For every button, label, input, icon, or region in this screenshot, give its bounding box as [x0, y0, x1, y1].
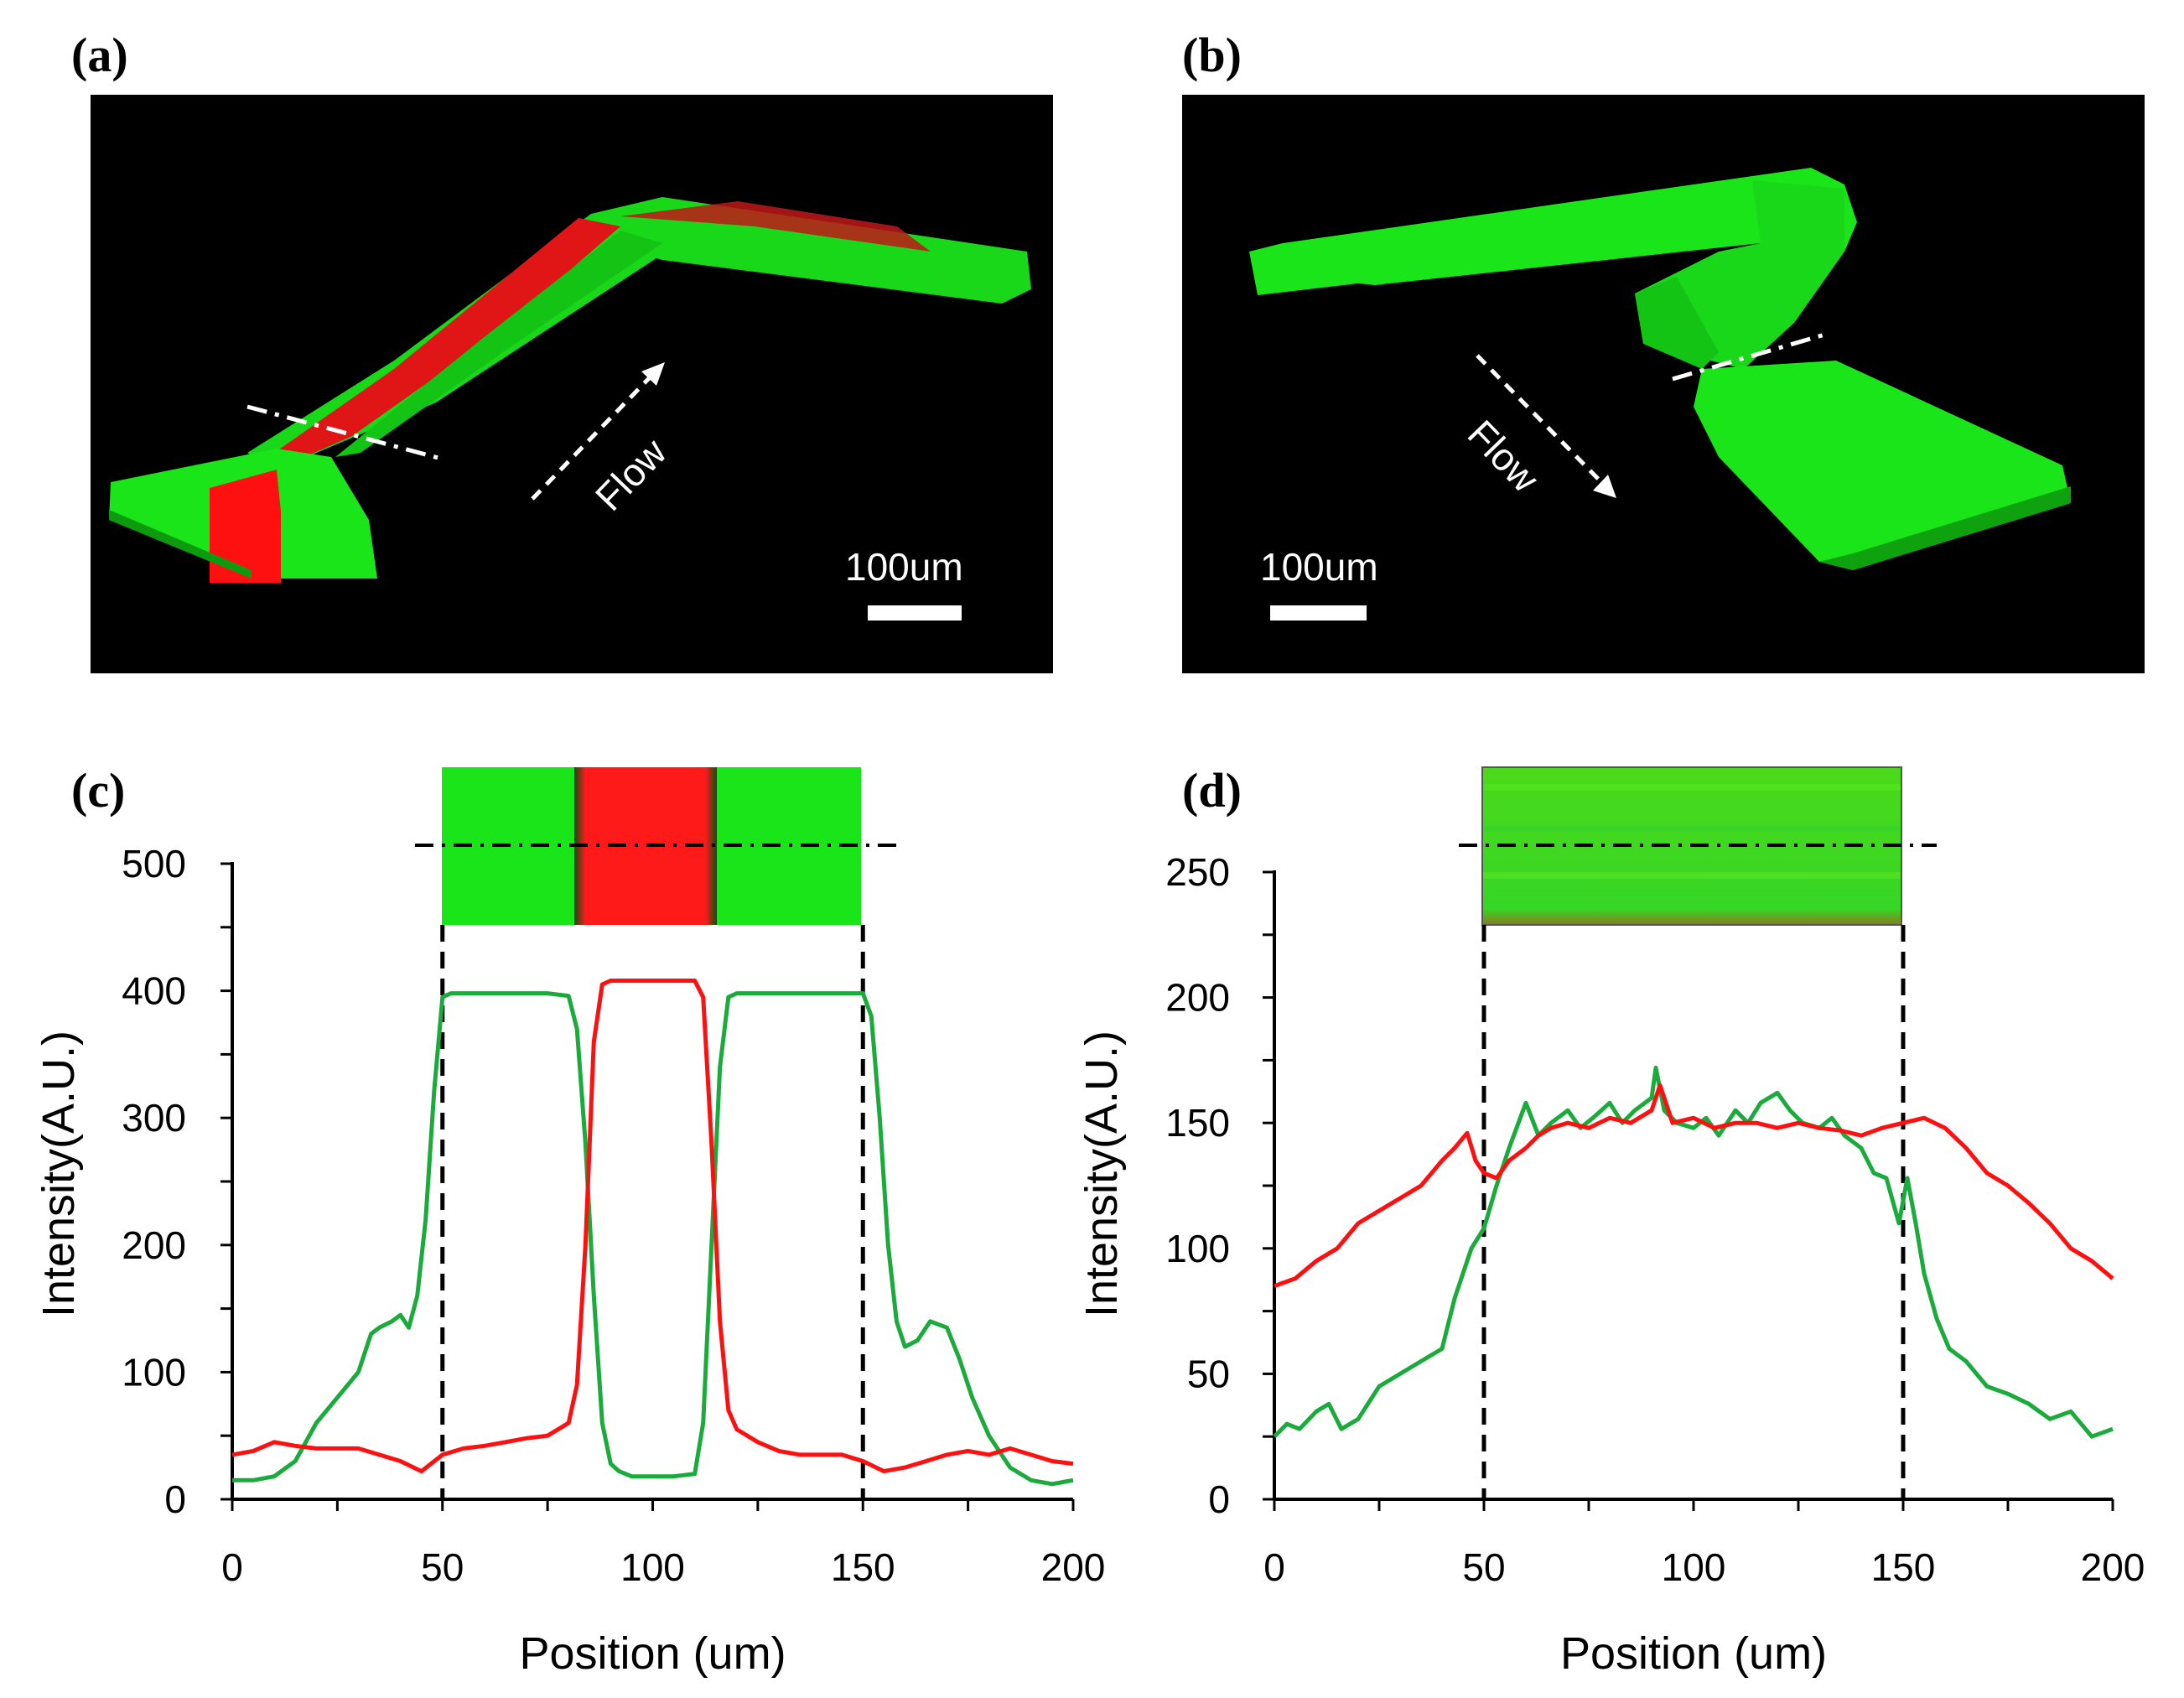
- flow-arrow-b: [1476, 354, 1616, 498]
- x-tick-label-d: 50: [1462, 1545, 1505, 1589]
- channel-b-3d: [1249, 168, 2071, 570]
- x-tick-label-d: 200: [2081, 1545, 2145, 1589]
- scale-bar-a: [868, 605, 962, 621]
- y-tick-label-d: 150: [1165, 1101, 1230, 1145]
- x-tick-label-c: 150: [831, 1545, 895, 1589]
- scale-bar-b: [1270, 605, 1367, 621]
- x-tick-label-c: 0: [221, 1545, 243, 1589]
- channel-a-3d: [109, 197, 1031, 583]
- y-tick-label-d: 200: [1165, 976, 1230, 1020]
- x-tick-label-c: 200: [1041, 1545, 1106, 1589]
- y-tick-label-c: 500: [122, 842, 186, 885]
- x-tick-label-d: 150: [1871, 1545, 1936, 1589]
- series-red-c: [231, 979, 1074, 1474]
- panel-label-b: (b): [1182, 28, 1242, 82]
- y-tick-label-d: 50: [1187, 1352, 1230, 1395]
- panel-b-image: Flow 100um: [1182, 95, 2145, 673]
- y-axis-title-c: Intensity(A.U.): [34, 1031, 84, 1317]
- panel-a-image: Flow 100um: [91, 95, 1053, 673]
- x-tick-label-c: 50: [421, 1545, 464, 1589]
- cut-line-b: [1672, 331, 1829, 382]
- y-tick-label-c: 300: [122, 1096, 186, 1140]
- y-tick-label-d: 0: [1208, 1477, 1230, 1521]
- chart-d: 0 50 100 150 200 0 50 100 150 200 250 Position (um)…: [1076, 844, 2145, 1679]
- y-tick-label-d: 100: [1165, 1227, 1230, 1270]
- y-tick-label-c: 0: [164, 1477, 186, 1521]
- series-green-d: [1273, 1065, 2114, 1439]
- panel-label-c: (c): [71, 763, 125, 818]
- x-axis-title-c: Position (um): [519, 1628, 786, 1679]
- y-tick-label-c: 100: [122, 1350, 186, 1394]
- x-tick-label-d: 0: [1263, 1545, 1285, 1589]
- x-tick-label-c: 100: [620, 1545, 685, 1589]
- cut-line-a: [246, 404, 445, 462]
- x-axis-title-d: Position (um): [1560, 1628, 1827, 1679]
- x-tick-label-d: 100: [1662, 1545, 1726, 1589]
- series-red-d: [1274, 1083, 2114, 1289]
- scale-label-b: 100um: [1260, 545, 1378, 589]
- series-green-c: [232, 991, 1074, 1487]
- y-tick-label-d: 250: [1165, 850, 1230, 894]
- y-tick-label-c: 400: [122, 969, 186, 1013]
- chart-c: 0 50 100 150 200 0 100 200 300 400 500 Position (um…: [34, 842, 1105, 1679]
- panel-label-a: (a): [71, 28, 128, 82]
- y-tick-label-c: 200: [122, 1223, 186, 1267]
- scale-label-a: 100um: [845, 545, 963, 589]
- panel-label-d: (d): [1182, 763, 1242, 818]
- y-axis-title-d: Intensity(A.U.): [1076, 1031, 1127, 1317]
- flow-arrow-a: [531, 362, 665, 501]
